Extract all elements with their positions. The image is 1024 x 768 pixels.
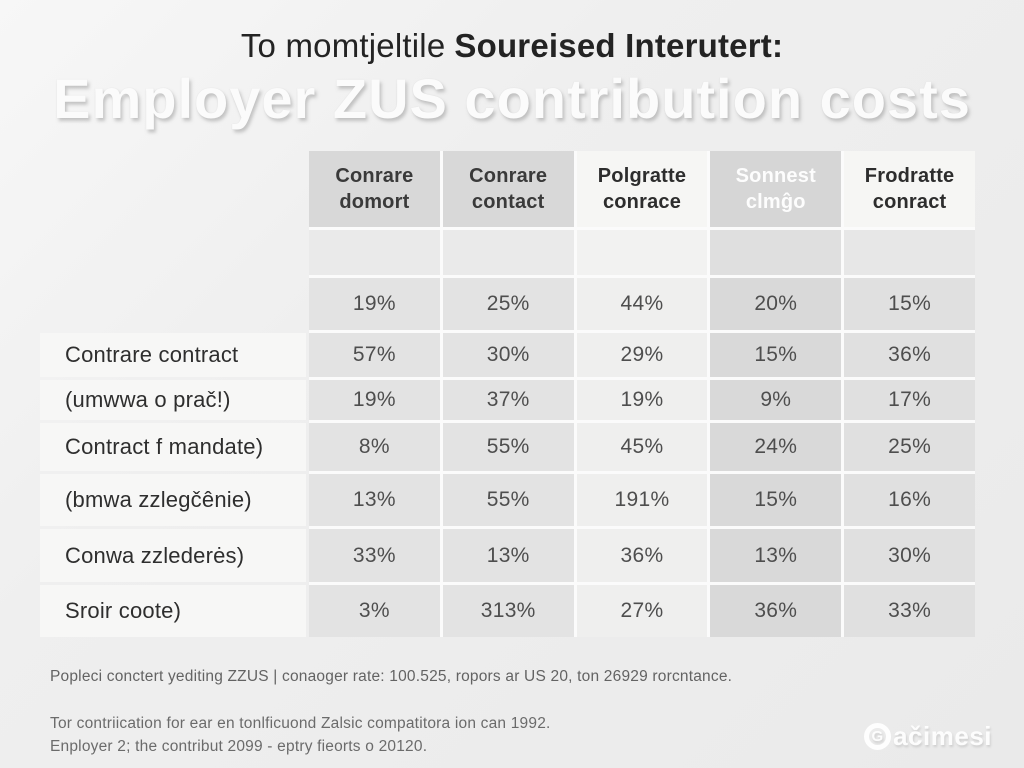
value-cell-r8-c5: 33% xyxy=(844,585,975,637)
value-cell-r7-c4: 13% xyxy=(710,529,842,582)
value-cell-r8-c1: 3% xyxy=(309,585,440,637)
value-cell-r4-c5: 17% xyxy=(844,380,975,420)
column-header-4: Sonnest clmĝo xyxy=(710,151,842,227)
page-title-prefix: To momtjeltile xyxy=(240,27,446,64)
value-cell-r6-c5: 16% xyxy=(844,474,975,526)
value-cell-r8-c4: 36% xyxy=(710,585,842,637)
page-title: To momtjeltile Soureised Interutert: xyxy=(0,27,1024,65)
footnotes: Popleci conctert yediting ZZUS | conaoge… xyxy=(50,668,1024,759)
value-cell-r3-c2: 30% xyxy=(442,333,574,377)
row-label-3: Contrare contract xyxy=(40,333,306,377)
column-header-2: Conrare contact xyxy=(442,151,574,227)
footnote-line-2: Tor contriication for ear en tonlficuond… xyxy=(50,715,551,732)
value-cell-r8-c3: 27% xyxy=(576,585,708,637)
value-cell-r7-c2: 13% xyxy=(442,529,574,582)
value-cell-r3-c1: 57% xyxy=(309,333,440,377)
value-cell-r1-c3 xyxy=(576,230,708,275)
value-cell-r6-c2: 55% xyxy=(442,474,574,526)
value-cell-r4-c1: 19% xyxy=(309,380,440,420)
header-spacer xyxy=(40,151,306,227)
value-cell-r5-c5: 25% xyxy=(844,423,975,471)
value-cell-r2-c3: 44% xyxy=(576,278,708,330)
row-label-1 xyxy=(40,230,306,275)
value-cell-r3-c4: 15% xyxy=(710,333,842,377)
value-cell-r4-c2: 37% xyxy=(442,380,574,420)
footnote-details: Tor contriication for ear en tonlficuond… xyxy=(50,713,1024,759)
value-cell-r5-c2: 55% xyxy=(442,423,574,471)
value-cell-r6-c3: 191% xyxy=(576,474,708,526)
row-label-2 xyxy=(40,278,306,330)
row-label-7: Conwa zzlederės) xyxy=(40,529,306,582)
value-cell-r7-c3: 36% xyxy=(576,529,708,582)
footnote-source: Popleci conctert yediting ZZUS | conaoge… xyxy=(50,668,733,685)
value-cell-r2-c4: 20% xyxy=(710,278,842,330)
row-label-8: Sroir coote) xyxy=(40,585,306,637)
logo-g-icon: G xyxy=(864,723,892,750)
logo-text: ačimesi xyxy=(893,721,992,751)
column-header-5: Frodratte conract xyxy=(844,151,975,227)
column-header-1: Conrare domort xyxy=(309,151,440,227)
value-cell-r3-c3: 29% xyxy=(576,333,708,377)
value-cell-r1-c4 xyxy=(710,230,842,275)
value-cell-r6-c4: 15% xyxy=(710,474,842,526)
page-title-emphasis: Soureised Interutert: xyxy=(454,27,784,64)
value-cell-r7-c1: 33% xyxy=(309,529,440,582)
value-cell-r6-c1: 13% xyxy=(309,474,440,526)
row-label-4: (umwwa o prač!) xyxy=(40,380,306,420)
row-label-5: Contract f mandate) xyxy=(40,423,306,471)
value-cell-r5-c4: 24% xyxy=(710,423,842,471)
value-cell-r8-c2: 313% xyxy=(442,585,574,637)
value-cell-r2-c5: 15% xyxy=(844,278,975,330)
title-block: To momtjeltile Soureised Interutert: Empl… xyxy=(0,0,1024,127)
value-cell-r7-c5: 30% xyxy=(844,529,975,582)
page-subtitle: Employer ZUS contribution costs xyxy=(53,67,971,130)
value-cell-r2-c2: 25% xyxy=(442,278,574,330)
value-cell-r5-c1: 8% xyxy=(309,423,440,471)
value-cell-r2-c1: 19% xyxy=(309,278,440,330)
value-cell-r1-c1 xyxy=(309,230,440,275)
value-cell-r4-c3: 19% xyxy=(576,380,708,420)
value-cell-r1-c2 xyxy=(442,230,574,275)
zus-table-wrap: Conrare domort Conrare contact Polgratte c… xyxy=(40,151,975,637)
zus-table: Conrare domort Conrare contact Polgratte c… xyxy=(40,151,975,637)
value-cell-r4-c4: 9% xyxy=(710,380,842,420)
column-header-3: Polgratte conrace xyxy=(576,151,708,227)
footnote-line-3: Enployer 2; the contribut 2099 - eptry f… xyxy=(50,737,428,755)
value-cell-r5-c3: 45% xyxy=(576,423,708,471)
row-label-6: (bmwa zzlegčênie) xyxy=(40,474,306,526)
value-cell-r1-c5 xyxy=(844,230,975,275)
value-cell-r3-c5: 36% xyxy=(844,333,975,377)
